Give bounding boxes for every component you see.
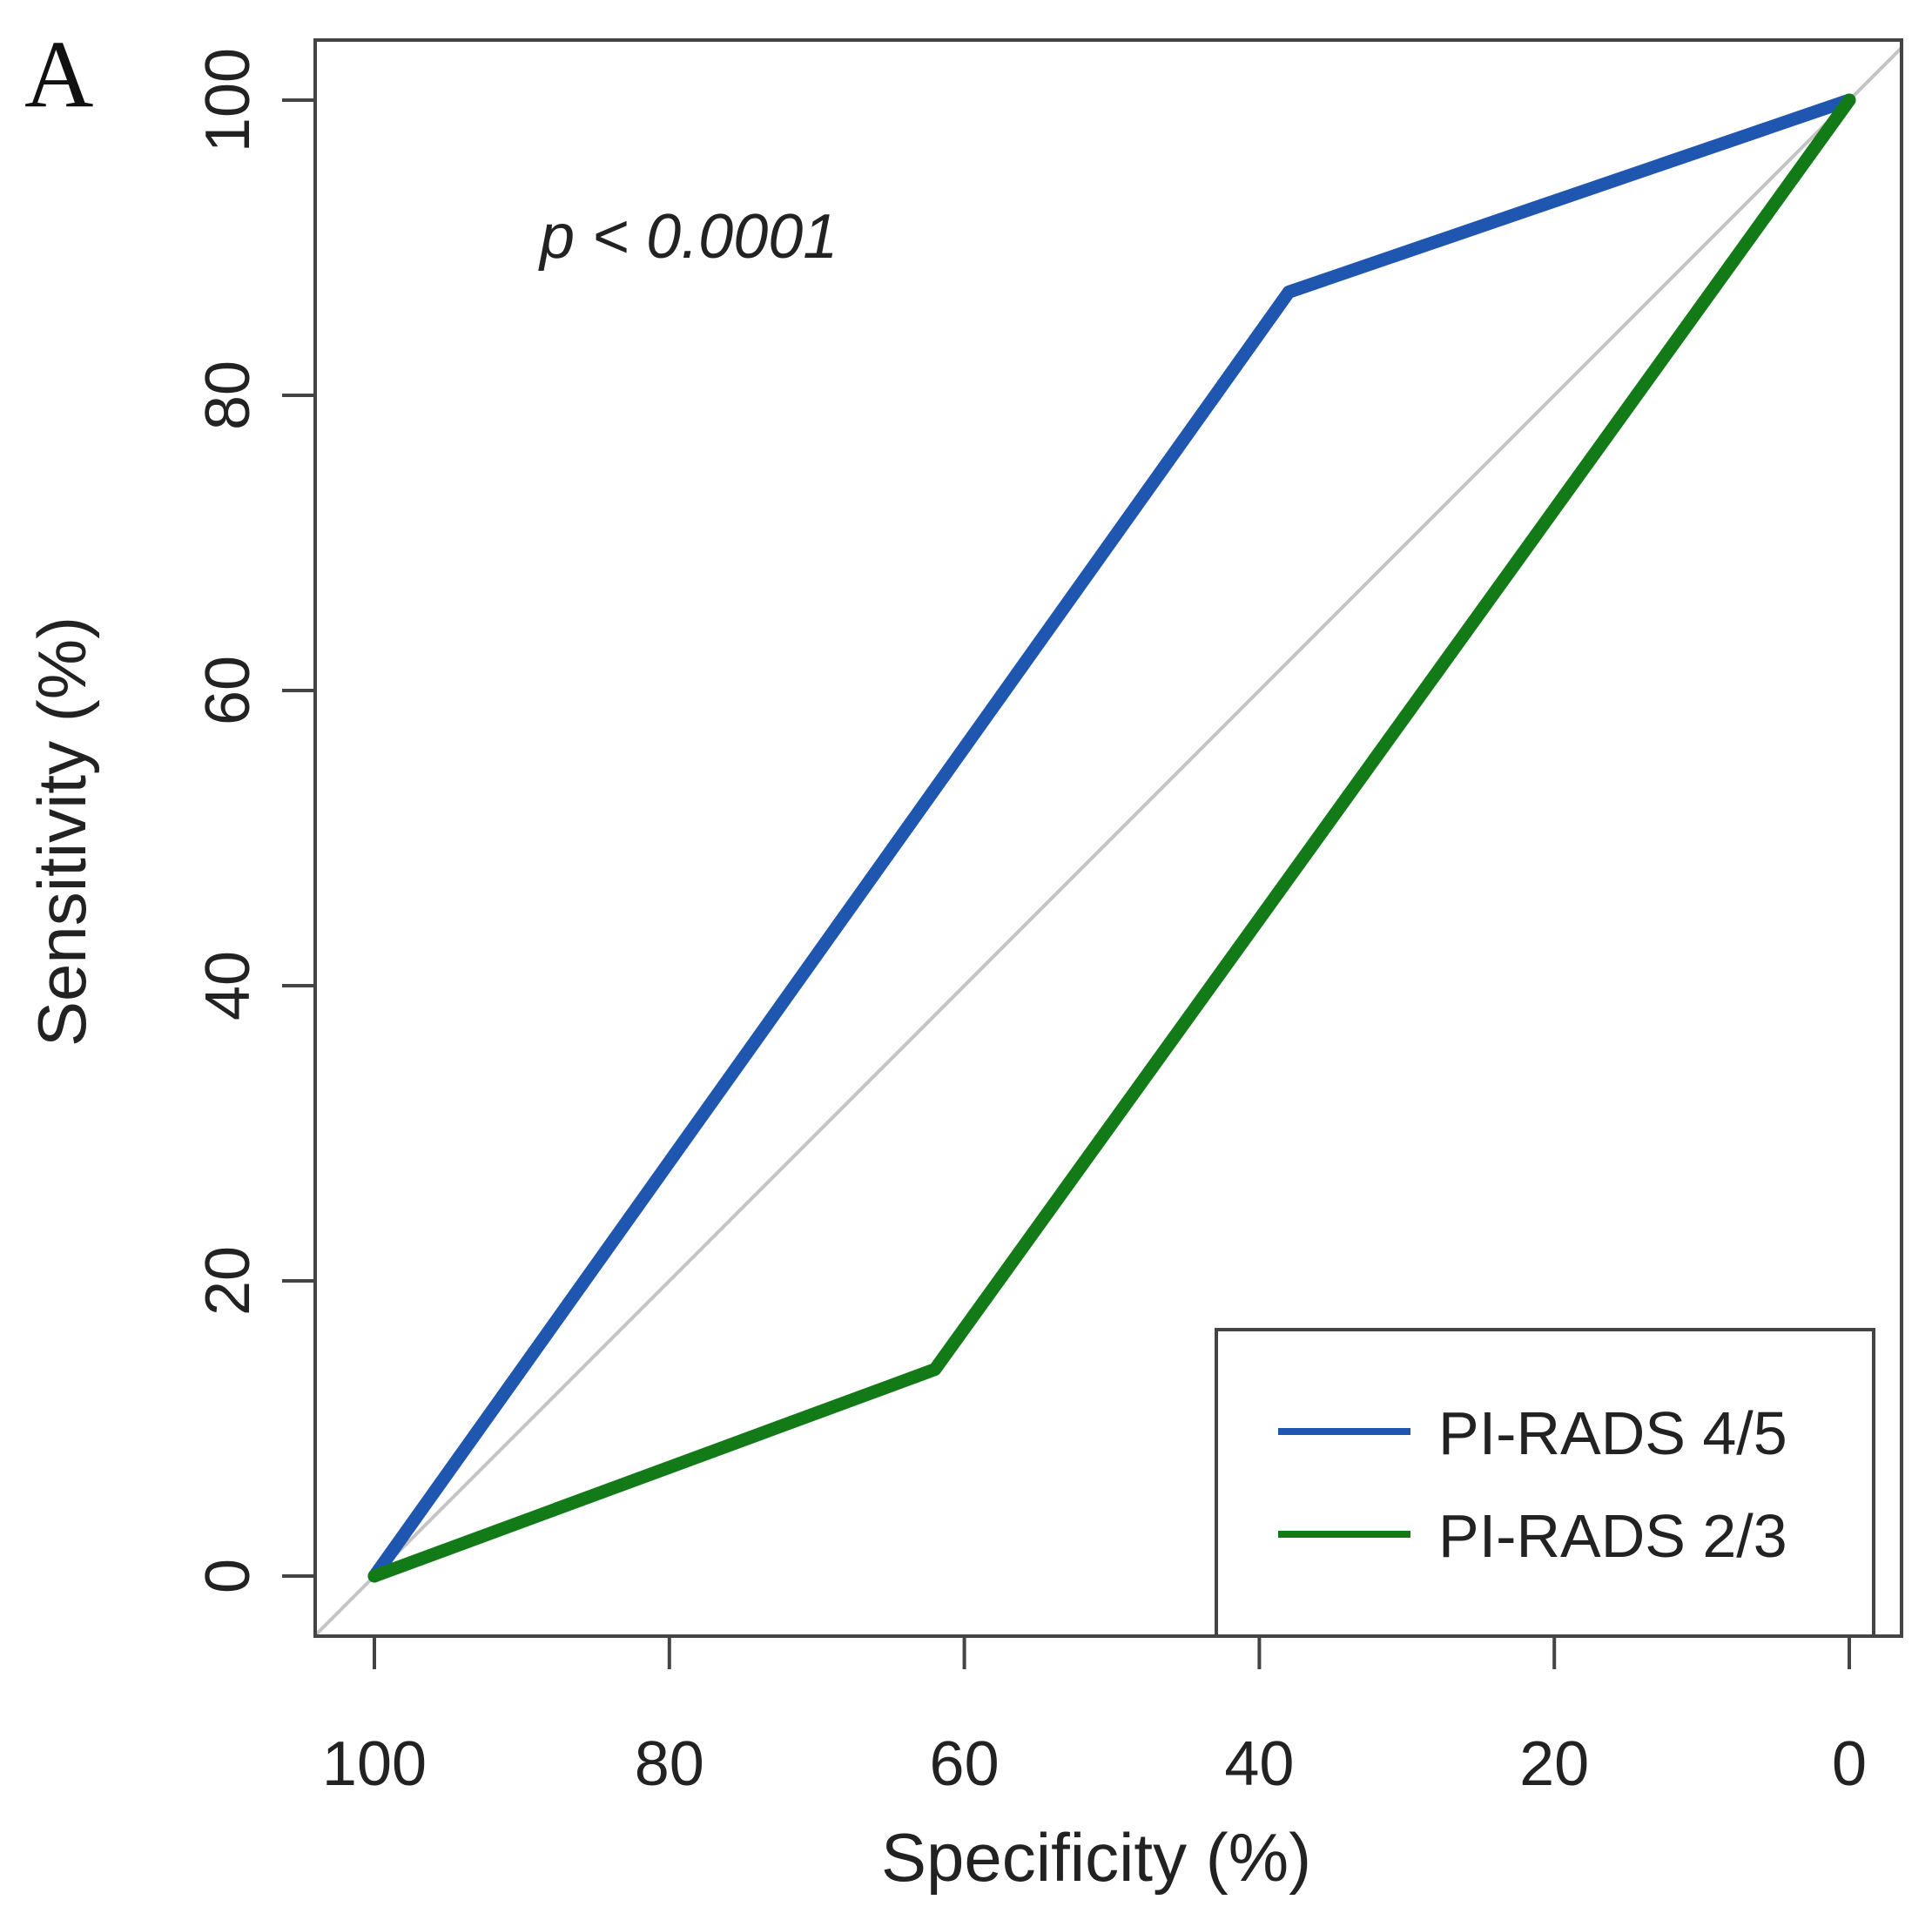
- x-tick-label: 60: [930, 1729, 1000, 1799]
- x-tick-label: 100: [322, 1729, 427, 1799]
- y-tick-label: 60: [193, 656, 263, 725]
- legend-box: [1215, 1328, 1875, 1638]
- plot-area: 0 20 40 60 80 100 100 80 60 40 20 0: [193, 38, 1903, 1799]
- legend: PI-RADS 4/5 PI-RADS 2/3: [1215, 1328, 1875, 1638]
- series-line-pi-rads-2-3: [367, 93, 1856, 1583]
- y-tick-label: 20: [193, 1246, 263, 1316]
- y-tick-label: 100: [193, 48, 263, 152]
- x-tick-label: 80: [635, 1729, 704, 1799]
- legend-label: PI-RADS 4/5: [1438, 1399, 1787, 1467]
- x-tick-label: 20: [1519, 1729, 1589, 1799]
- panel-label: A: [24, 21, 93, 127]
- y-tick-label: 0: [193, 1559, 263, 1593]
- x-tick-label: 40: [1224, 1729, 1294, 1799]
- series-line-pi-rads-4-5: [367, 93, 1856, 1583]
- y-tick-label: 80: [193, 360, 263, 430]
- y-tick-label: 40: [193, 951, 263, 1021]
- plot-frame: [313, 38, 1903, 1638]
- x-tick-label: 0: [1832, 1729, 1867, 1799]
- reference-diagonal-line: [313, 46, 1903, 1637]
- legend-label: PI-RADS 2/3: [1438, 1502, 1787, 1570]
- p-value-annotation: p < 0.0001: [538, 202, 838, 272]
- x-axis-label: Specificity (%): [881, 1819, 1311, 1896]
- y-axis-label: Sensitivity (%): [24, 616, 100, 1047]
